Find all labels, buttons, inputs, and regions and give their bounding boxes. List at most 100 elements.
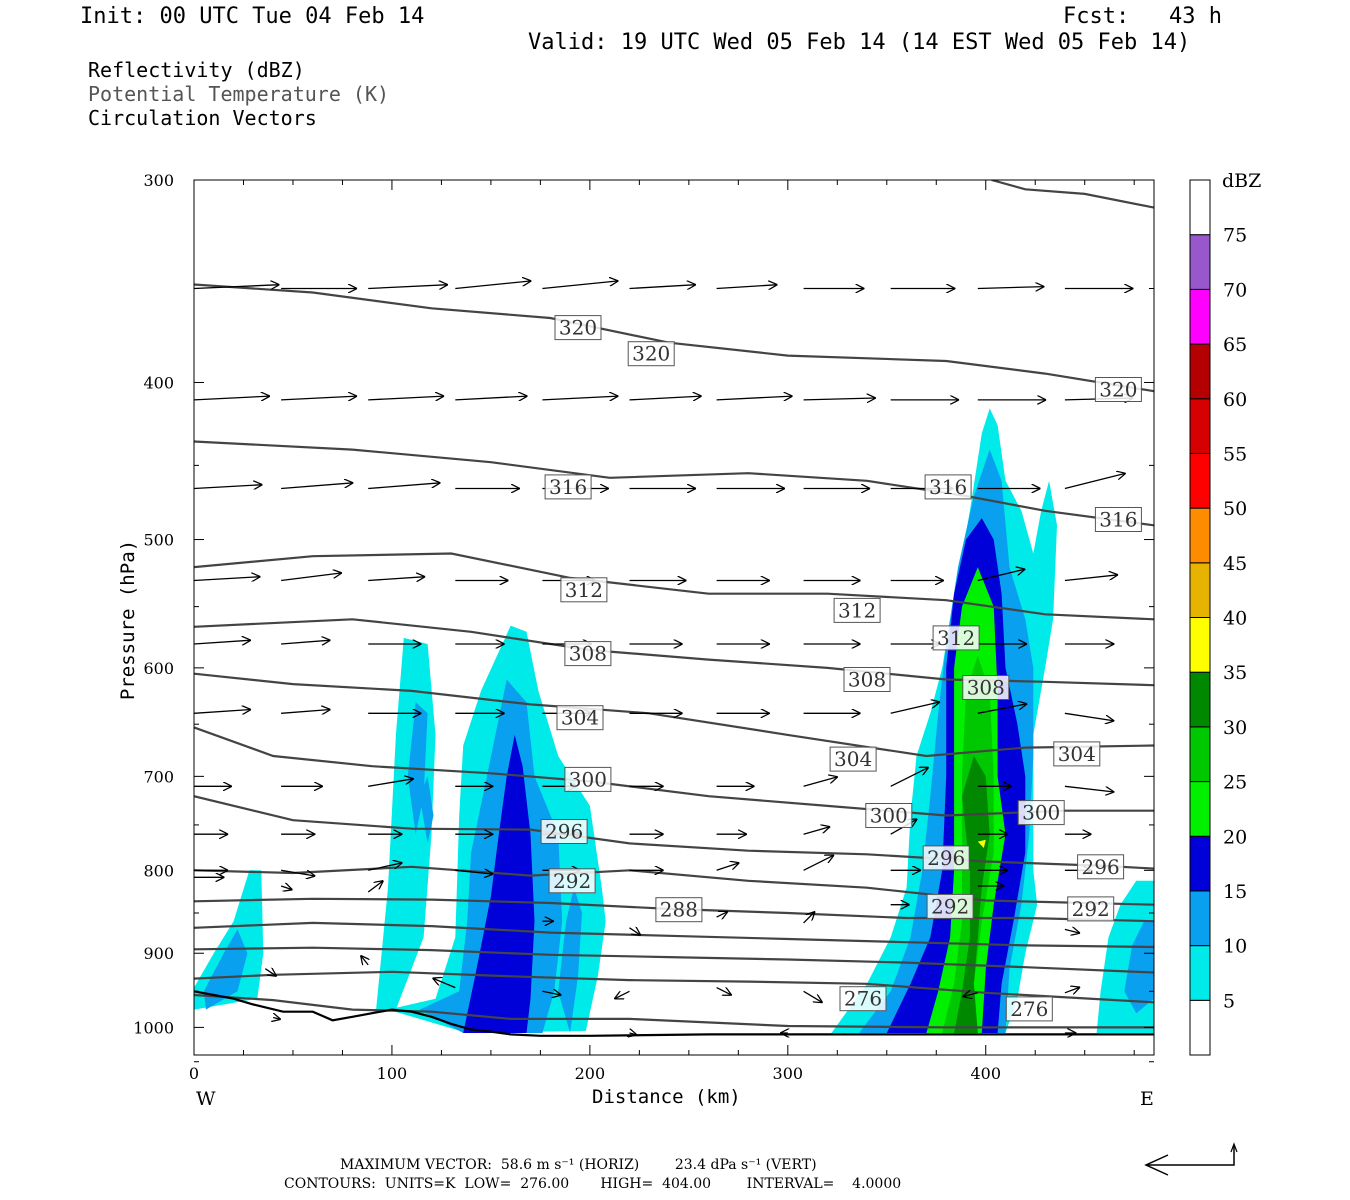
colorbar-label-20: 20 [1223, 826, 1247, 848]
contour-label-9: 308 [569, 642, 607, 666]
contour-label-box-1 [627, 341, 675, 367]
circulation-vector-24 [368, 483, 440, 490]
circulation-vector-105 [803, 912, 815, 924]
colorbar-seg-7 [1189, 617, 1211, 673]
contour-label-2: 320 [1099, 378, 1137, 402]
circulation-vector-12 [281, 396, 357, 400]
contour-label-box-17 [1017, 800, 1065, 826]
circulation-vector-55 [194, 710, 251, 714]
contour-label-8: 312 [937, 626, 975, 650]
reference-vector-vert-head [1230, 1142, 1238, 1153]
circulation-vector-95 [803, 855, 834, 871]
contour-label-box-12 [556, 705, 604, 731]
circulation-vector-4 [542, 281, 618, 290]
circulation-vector-104 [716, 911, 728, 917]
colorbar-seg-2 [1189, 890, 1211, 947]
circulation-vector-5 [629, 285, 697, 289]
colorbar-title: dBZ [1222, 170, 1261, 192]
circulation-vector-11 [194, 396, 270, 400]
east-label: E [1140, 1088, 1154, 1110]
circulation-vector-17 [716, 396, 793, 400]
circulation-vector-113 [614, 990, 630, 999]
circulation-vector-109 [264, 969, 276, 977]
colorbar-seg-6 [1189, 671, 1211, 728]
theta-contour-280 [194, 440, 1154, 527]
theta-contour-284 [194, 552, 1154, 621]
circulation-vector-23 [281, 483, 353, 490]
colorbar-seg-0 [1189, 999, 1211, 1056]
y-tick-label-0: 300 [143, 171, 174, 190]
x-tick-label-2: 200 [575, 1064, 606, 1083]
field-theta: Potential Temperature (K) [88, 82, 390, 106]
colorbar-label-45: 45 [1223, 553, 1247, 575]
circulation-vector-65 [1064, 712, 1114, 721]
circulation-vector-91 [455, 870, 493, 874]
colorbar-label-10: 10 [1223, 936, 1247, 958]
refl-area-0 [194, 870, 264, 1010]
theta-contour-296 [194, 726, 1154, 817]
circulation-vector-3 [455, 281, 531, 290]
contour-label-box-16 [865, 803, 913, 828]
theta-contour-320 [194, 970, 1154, 1004]
circulation-vector-56 [281, 710, 330, 714]
circulation-vector-73 [803, 777, 838, 787]
contour-label-box-2 [1094, 377, 1142, 402]
colorbar-label-40: 40 [1223, 608, 1247, 630]
plot-frame [193, 179, 1155, 1056]
colorbar-seg-13 [1189, 288, 1211, 345]
circulation-vector-111 [433, 978, 456, 989]
circulation-vector-43 [1064, 575, 1118, 582]
x-axis-label: Distance (km) [592, 1086, 741, 1108]
contour-label-15: 300 [569, 767, 607, 791]
contour-label-25: 276 [844, 987, 882, 1011]
contour-label-box-15 [564, 766, 612, 792]
contour-label-box-13 [829, 746, 877, 772]
theta-contour-316 [194, 946, 1154, 974]
circulation-vector-0 [194, 285, 280, 289]
y-tick-label-4: 700 [143, 767, 174, 786]
circulation-vector-63 [890, 702, 940, 714]
theta-contour-312 [194, 921, 1154, 949]
contour-label-box-25 [839, 986, 887, 1012]
circulation-vector-112 [542, 991, 561, 995]
contour-label-box-18 [540, 819, 588, 844]
circulation-vector-2 [368, 285, 448, 289]
circulation-vector-118 [273, 1018, 281, 1020]
circulation-vector-89 [280, 869, 315, 876]
colorbar-seg-8 [1189, 562, 1211, 618]
colorbar-seg-14 [1189, 234, 1211, 290]
terrain-line [194, 990, 1154, 1037]
contour-label-24: 288 [660, 898, 698, 922]
colorbar-label-75: 75 [1223, 225, 1247, 247]
colorbar-seg-11 [1189, 398, 1211, 454]
contour-label-box-21 [548, 868, 596, 894]
colorbar-label-15: 15 [1223, 881, 1247, 903]
circulation-vector-84 [803, 827, 831, 835]
refl-area-35 [977, 839, 986, 848]
contour-label-box-8 [932, 625, 980, 651]
x-tick-label-3: 300 [773, 1064, 804, 1083]
circulation-vector-18 [803, 398, 876, 400]
circulation-vector-117 [1064, 987, 1080, 993]
contour-label-13: 304 [834, 747, 872, 771]
field-reflectivity: Reflectivity (dBZ) [88, 58, 305, 82]
colorbar-label-65: 65 [1223, 334, 1247, 356]
colorbar-seg-10 [1189, 452, 1211, 509]
y-tick-label-2: 500 [143, 531, 174, 550]
circulation-vector-64 [977, 704, 1027, 714]
colorbar-label-50: 50 [1223, 498, 1247, 520]
circulation-vector-115 [803, 990, 823, 1002]
refl-area-8 [558, 887, 582, 1033]
circulation-vector-103 [629, 928, 641, 936]
contour-label-20: 296 [1082, 855, 1120, 879]
contour-label-3: 316 [549, 475, 587, 499]
x-tick-label-0: 0 [189, 1064, 199, 1083]
contour-label-6: 312 [565, 578, 603, 602]
colorbar-label-5: 5 [1223, 990, 1235, 1012]
colorbar-seg-15 [1189, 179, 1211, 236]
colorbar-label-35: 35 [1223, 662, 1247, 684]
contour-label-19: 296 [927, 846, 965, 870]
contour-label-box-20 [1077, 854, 1125, 880]
circulation-vector-34 [281, 573, 342, 582]
